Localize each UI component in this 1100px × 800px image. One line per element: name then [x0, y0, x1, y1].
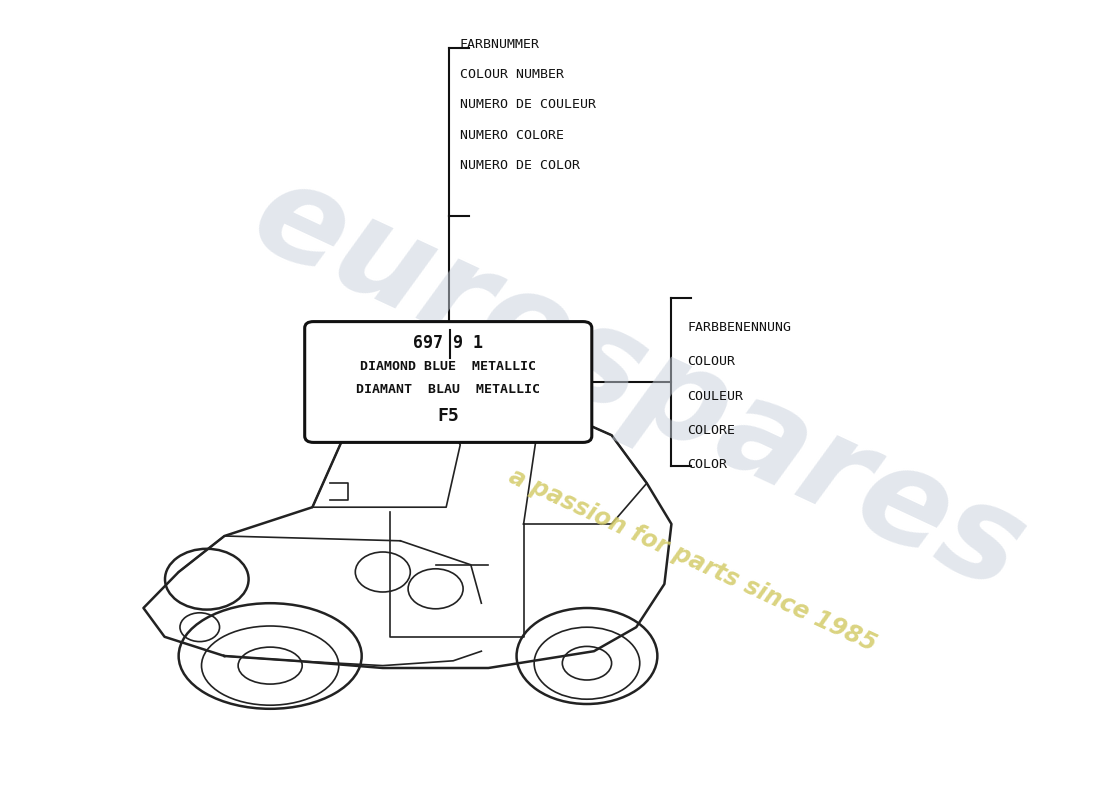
Text: COLOUR NUMBER: COLOUR NUMBER: [460, 68, 564, 81]
Text: FARBNUMMER: FARBNUMMER: [460, 38, 540, 50]
Text: a passion for parts since 1985: a passion for parts since 1985: [505, 464, 881, 656]
Text: COLORE: COLORE: [688, 424, 736, 437]
FancyBboxPatch shape: [305, 322, 592, 442]
Text: COLOUR: COLOUR: [688, 355, 736, 368]
Text: eurospares: eurospares: [233, 150, 1043, 618]
Text: F5: F5: [438, 407, 459, 425]
Text: 697 9 1: 697 9 1: [414, 334, 483, 351]
Text: DIAMOND BLUE  METALLIC: DIAMOND BLUE METALLIC: [360, 360, 537, 373]
Text: COLOR: COLOR: [688, 458, 727, 471]
Text: NUMERO DE COLOR: NUMERO DE COLOR: [460, 159, 580, 172]
Text: COULEUR: COULEUR: [688, 390, 744, 402]
Text: NUMERO DE COULEUR: NUMERO DE COULEUR: [460, 98, 596, 111]
Text: NUMERO COLORE: NUMERO COLORE: [460, 129, 564, 142]
Text: FARBBENENNUNG: FARBBENENNUNG: [688, 321, 792, 334]
Text: DIAMANT  BLAU  METALLIC: DIAMANT BLAU METALLIC: [356, 382, 540, 395]
